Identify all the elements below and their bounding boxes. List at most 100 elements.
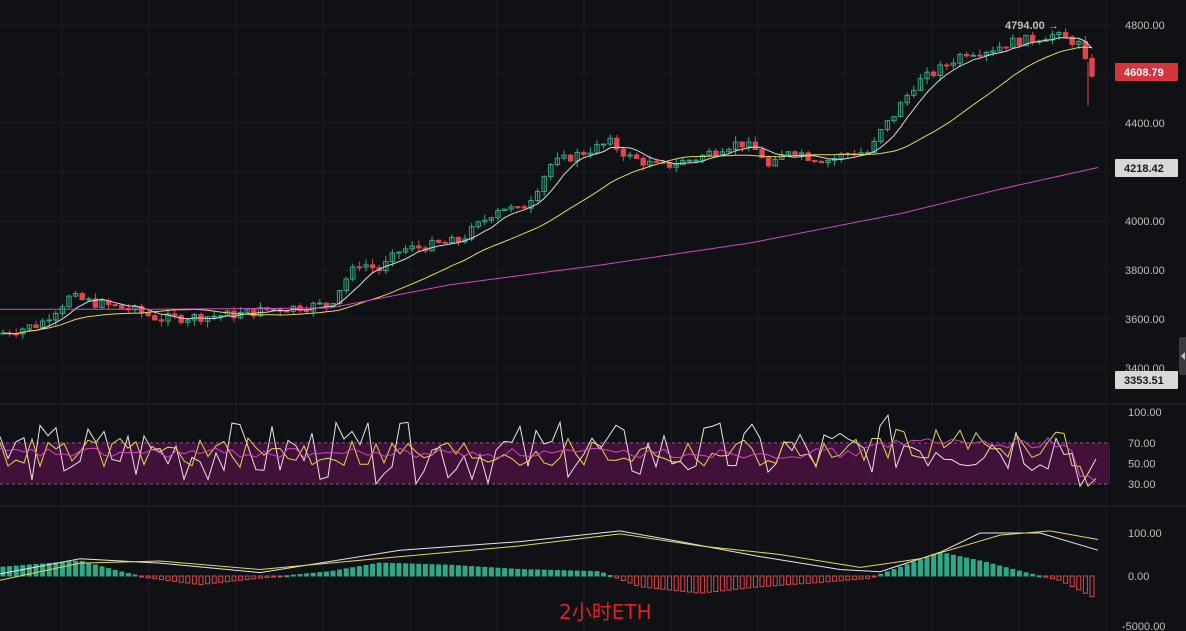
- candle-body: [356, 266, 363, 269]
- macd-bar: [812, 575, 818, 584]
- macd-bar: [112, 569, 118, 577]
- candle-body: [534, 191, 541, 201]
- macd-indicator: [0, 530, 1099, 598]
- macd-bar: [429, 564, 435, 577]
- candle-body: [204, 316, 211, 322]
- macd-bar: [535, 569, 541, 577]
- macd-bar: [647, 575, 653, 589]
- candle-body: [673, 164, 679, 168]
- candle-body: [270, 308, 277, 311]
- candle-body: [501, 208, 508, 211]
- macd-bar: [508, 568, 514, 577]
- macd-bar: [627, 575, 633, 584]
- rsi-band: [0, 442, 1110, 485]
- macd-bar: [686, 575, 692, 593]
- candle-body: [897, 102, 904, 118]
- macd-bar: [1016, 570, 1022, 577]
- candle-body: [614, 137, 620, 150]
- macd-bar: [442, 564, 448, 577]
- candle-body: [653, 160, 660, 163]
- macd-bar: [125, 573, 131, 577]
- macd-bar: [779, 575, 785, 586]
- macd-bar: [198, 575, 204, 585]
- macd-bar: [343, 568, 349, 577]
- macd-bar: [1056, 575, 1062, 581]
- macd-bar: [713, 575, 719, 593]
- macd-bar: [422, 563, 428, 577]
- macd-bar: [158, 575, 164, 581]
- candle-body: [713, 150, 719, 155]
- candle-body: [1029, 34, 1036, 43]
- ma-fast-line: [2, 37, 1093, 335]
- macd-bar: [99, 566, 105, 577]
- candle-body: [46, 319, 52, 322]
- scroll-handle[interactable]: [1179, 337, 1186, 375]
- candle-body: [818, 160, 825, 163]
- candle-body: [554, 157, 561, 165]
- candle-body: [977, 54, 983, 57]
- macd-bar: [878, 573, 884, 577]
- rsi-lines: [0, 413, 1097, 488]
- macd-bar: [818, 575, 824, 583]
- macd-bar: [957, 556, 963, 577]
- macd-bar: [1089, 575, 1095, 598]
- candle-body: [805, 152, 811, 161]
- candle-body: [567, 154, 574, 162]
- macd-bar: [396, 563, 402, 577]
- candle-body: [92, 298, 99, 308]
- macd-bar: [726, 575, 732, 591]
- macd-bar: [719, 575, 725, 592]
- macd-bar: [73, 560, 79, 577]
- macd-bar: [132, 574, 138, 577]
- macd-bar: [1023, 572, 1029, 577]
- candle-body: [726, 148, 732, 153]
- candle-body: [185, 319, 191, 323]
- macd-bar: [304, 573, 310, 577]
- candle-body: [39, 320, 46, 328]
- macd-bar: [766, 575, 772, 587]
- price-tick-label: 3800.00: [1125, 265, 1165, 277]
- macd-bar: [20, 565, 26, 577]
- candle-body: [402, 248, 409, 253]
- macd-bar: [1010, 568, 1016, 577]
- macd-bar: [284, 575, 290, 578]
- macd-bar: [92, 564, 98, 577]
- candle-body: [303, 310, 310, 313]
- candle-body: [119, 304, 125, 309]
- candle-body: [812, 159, 818, 162]
- low-price-tag: 3353.51: [1124, 375, 1164, 387]
- macd-bar: [944, 553, 950, 577]
- macd-bar: [191, 575, 197, 585]
- candle-body: [59, 306, 66, 314]
- macd-bar: [271, 575, 277, 578]
- macd-bar: [350, 567, 356, 577]
- candle-body: [581, 151, 587, 155]
- macd-bar: [178, 575, 184, 583]
- macd-bar: [924, 556, 930, 577]
- candle-body: [468, 226, 475, 240]
- candle-body: [785, 151, 792, 156]
- current-price-tag: 4608.79: [1124, 67, 1164, 79]
- candle-body: [1062, 32, 1069, 38]
- macd-bar: [990, 563, 996, 577]
- macd-bar: [950, 554, 956, 577]
- macd-bar: [383, 562, 389, 577]
- macd-bar: [211, 575, 217, 584]
- candle-body: [759, 148, 765, 159]
- macd-bar: [502, 568, 508, 577]
- macd-bar: [574, 570, 580, 577]
- macd-bar: [898, 566, 904, 577]
- macd-bar: [601, 572, 607, 577]
- candle-body: [79, 293, 85, 300]
- macd-bar: [805, 575, 811, 584]
- macd-bar: [851, 575, 857, 580]
- macd-tick-label: 100.00: [1128, 528, 1162, 540]
- macd-bar: [825, 575, 831, 583]
- macd-bar: [356, 566, 362, 577]
- candle-body: [323, 302, 330, 307]
- macd-tick-label: 0.00: [1128, 571, 1149, 583]
- macd-bar: [700, 575, 706, 594]
- macd-bar: [53, 562, 59, 577]
- macd-bar: [40, 563, 46, 577]
